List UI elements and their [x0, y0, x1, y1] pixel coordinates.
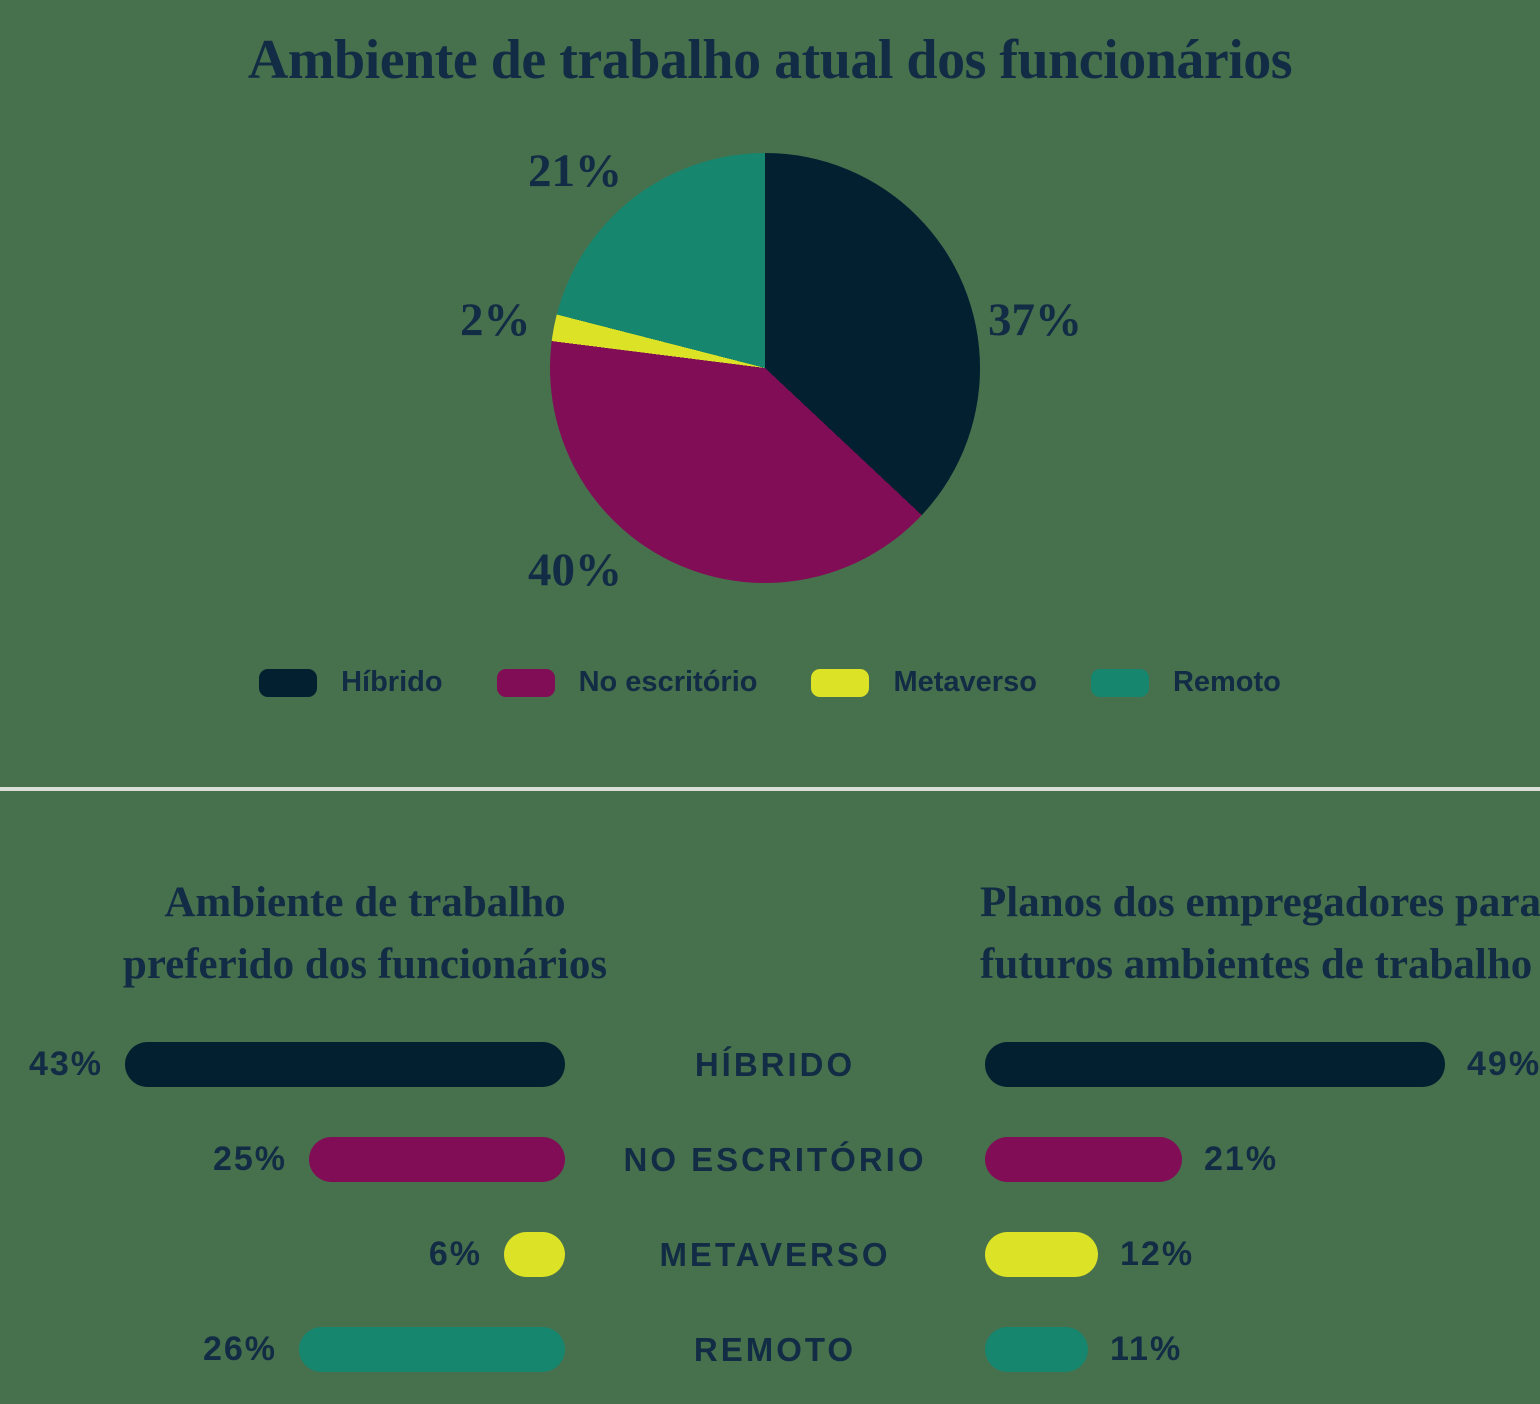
right-bar-hibrido	[985, 1042, 1445, 1087]
legend-label-hibrido: Híbrido	[341, 666, 443, 698]
right-bar-group-metaverso: 12%	[985, 1232, 1194, 1277]
left-bar-metaverso	[504, 1232, 565, 1277]
right-value-hibrido: 49%	[1467, 1045, 1540, 1083]
left-bar-group-no-escritorio: 25%	[0, 1137, 565, 1182]
right-bar-group-hibrido: 49%	[985, 1042, 1540, 1087]
legend-item-remoto: Remoto	[1090, 666, 1281, 699]
right-chart-title: Planos dos empregadores para futuros amb…	[980, 872, 1540, 996]
left-bar-hibrido	[125, 1042, 565, 1087]
left-value-remoto: 26%	[202, 1330, 277, 1368]
category-label-wrap-no-escritorio: NO ESCRITÓRIO	[565, 1137, 985, 1182]
legend-item-hibrido: Híbrido	[259, 666, 443, 699]
pie-slice-label-metaverso: 2%	[460, 294, 531, 346]
right-value-metaverso: 12%	[1120, 1235, 1195, 1273]
left-bar-group-hibrido: 43%	[0, 1042, 565, 1087]
legend-label-metaverso: Metaverso	[893, 666, 1037, 698]
right-bar-group-remoto: 11%	[985, 1327, 1182, 1372]
bar-row-no-escritorio: 25% NO ESCRITÓRIO 21%	[0, 1137, 1540, 1182]
category-label-hibrido: HÍBRIDO	[694, 1045, 856, 1083]
page-title: Ambiente de trabalho atual dos funcionár…	[247, 29, 1293, 91]
bar-row-hibrido: 43% HÍBRIDO 49%	[0, 1042, 1540, 1087]
legend-swatch-no-escritorio	[496, 668, 555, 697]
pie-chart	[550, 153, 980, 583]
legend-swatch-remoto	[1090, 668, 1149, 697]
left-bar-group-remoto: 26%	[0, 1327, 565, 1372]
pie-slice-label-remoto: 21%	[528, 145, 622, 197]
category-label-remoto: REMOTO	[693, 1330, 857, 1368]
left-chart-title: Ambiente de trabalho preferido dos funci…	[35, 872, 695, 996]
category-label-wrap-hibrido: HÍBRIDO	[565, 1042, 985, 1087]
right-bar-metaverso	[985, 1232, 1098, 1277]
left-bar-no-escritorio	[309, 1137, 565, 1182]
right-bar-remoto	[985, 1327, 1088, 1372]
legend-item-metaverso: Metaverso	[811, 666, 1037, 699]
left-value-no-escritorio: 25%	[212, 1140, 287, 1178]
legend-item-no-escritorio: No escritório	[496, 666, 758, 699]
bar-row-metaverso: 6% METAVERSO 12%	[0, 1232, 1540, 1277]
left-bar-group-metaverso: 6%	[0, 1232, 565, 1277]
right-bar-no-escritorio	[985, 1137, 1182, 1182]
left-value-hibrido: 43%	[28, 1045, 103, 1083]
legend-label-no-escritorio: No escritório	[578, 666, 758, 698]
legend-label-remoto: Remoto	[1172, 666, 1281, 698]
pie-slice-label-hibrido: 37%	[988, 294, 1082, 346]
section-divider	[0, 787, 1540, 791]
bar-row-remoto: 26% REMOTO 11%	[0, 1327, 1540, 1372]
right-chart-title-line1: Planos dos empregadores para	[980, 879, 1540, 926]
category-label-wrap-metaverso: METAVERSO	[565, 1232, 985, 1277]
right-chart-title-line2: futuros ambientes de trabalho	[980, 941, 1533, 988]
pie-slice-label-no-escritorio: 40%	[528, 544, 622, 596]
category-label-no-escritorio: NO ESCRITÓRIO	[623, 1140, 927, 1178]
right-value-remoto: 11%	[1110, 1330, 1183, 1368]
legend-swatch-hibrido	[259, 668, 318, 697]
category-label-wrap-remoto: REMOTO	[565, 1327, 985, 1372]
right-bar-group-no-escritorio: 21%	[985, 1137, 1278, 1182]
left-value-metaverso: 6%	[428, 1235, 482, 1273]
legend-swatch-metaverso	[811, 668, 870, 697]
left-chart-title-line2: preferido dos funcionários	[122, 941, 608, 988]
left-bar-remoto	[299, 1327, 565, 1372]
left-chart-title-line1: Ambiente de trabalho	[164, 879, 566, 926]
pie-chart-section: 37% 40% 2% 21% Híbrido No escritório Met…	[0, 145, 1540, 699]
category-label-metaverso: METAVERSO	[659, 1235, 891, 1273]
pie-legend: Híbrido No escritório Metaverso Remoto	[0, 666, 1540, 699]
right-value-no-escritorio: 21%	[1204, 1140, 1279, 1178]
